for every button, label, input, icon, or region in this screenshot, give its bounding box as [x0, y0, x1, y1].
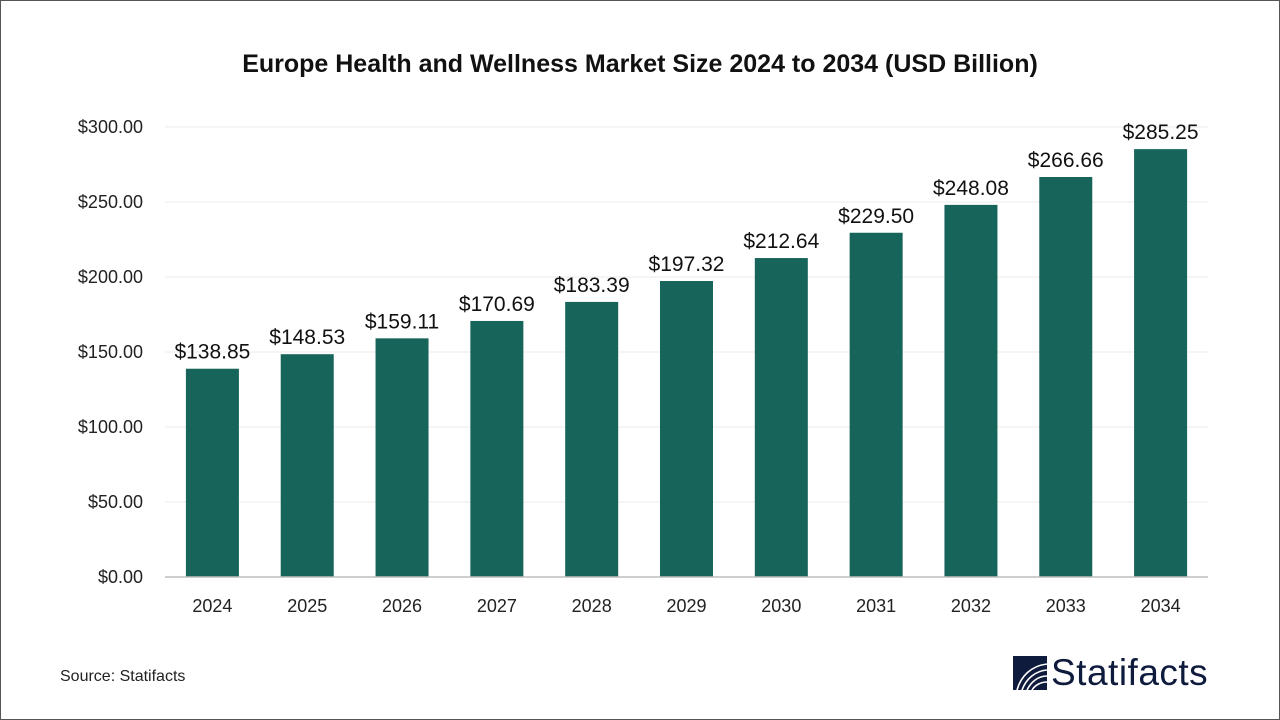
data-label: $212.64 [743, 230, 819, 253]
y-tick-label: $200.00 [78, 267, 143, 287]
x-tick-label: 2028 [572, 596, 612, 616]
x-tick-label: 2029 [666, 596, 706, 616]
y-tick-label: $250.00 [78, 192, 143, 212]
x-tick-label: 2025 [287, 596, 327, 616]
x-tick-label: 2033 [1046, 596, 1086, 616]
data-label: $183.39 [554, 274, 630, 297]
bar [944, 204, 998, 577]
x-tick-label: 2031 [856, 596, 896, 616]
y-tick-label: $150.00 [78, 342, 143, 362]
bar [1039, 177, 1093, 577]
data-label: $285.25 [1123, 121, 1199, 144]
x-tick-label: 2024 [192, 596, 232, 616]
y-tick-label: $50.00 [88, 492, 143, 512]
bar [660, 281, 713, 577]
data-label: $159.11 [365, 310, 439, 333]
logo-text: Statifacts [1051, 652, 1209, 693]
y-tick-label: $100.00 [78, 417, 143, 437]
data-label: $248.08 [933, 177, 1009, 200]
bar [280, 354, 334, 577]
statifacts-logo-icon [1013, 656, 1047, 690]
bar [185, 368, 239, 577]
bar [470, 320, 524, 577]
bar [1134, 149, 1188, 577]
data-label: $266.66 [1028, 149, 1104, 172]
bar [754, 258, 808, 577]
x-tick-label: 2026 [382, 596, 422, 616]
bar [565, 301, 619, 577]
x-tick-label: 2030 [761, 596, 801, 616]
data-label: $148.53 [269, 326, 345, 349]
bar [849, 232, 903, 577]
x-tick-label: 2032 [951, 596, 991, 616]
y-tick-label: $0.00 [98, 567, 143, 587]
source-note: Source: Statifacts [60, 668, 186, 685]
x-tick-label: 2034 [1141, 596, 1181, 616]
chart-title: Europe Health and Wellness Market Size 2… [242, 50, 1038, 78]
data-label: $229.50 [838, 205, 914, 228]
data-label: $138.85 [174, 341, 250, 364]
y-tick-label: $300.00 [78, 117, 143, 137]
bar [375, 338, 429, 577]
data-label: $197.32 [649, 253, 725, 276]
statifacts-logo: Statifacts [1013, 652, 1208, 694]
x-tick-label: 2027 [477, 596, 517, 616]
data-label: $170.69 [459, 293, 535, 316]
